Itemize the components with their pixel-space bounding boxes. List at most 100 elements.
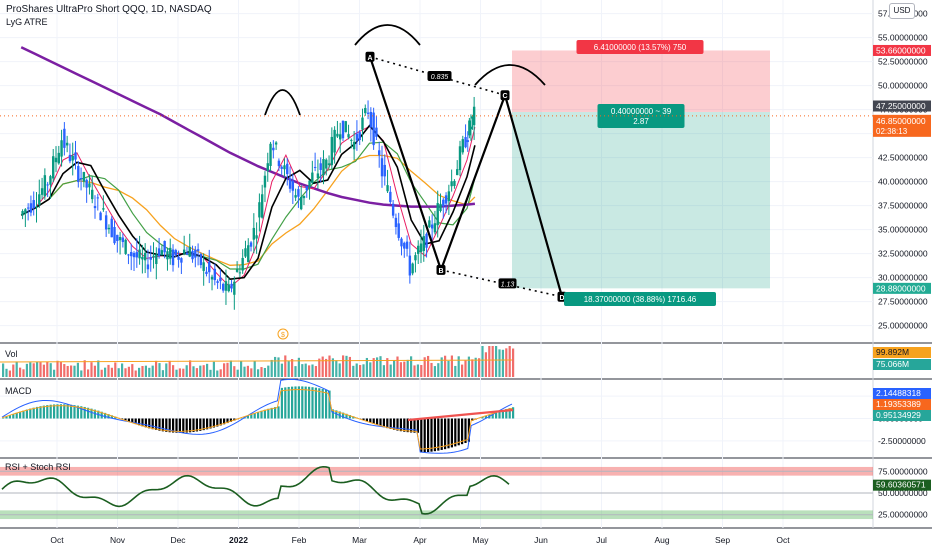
volume-bar xyxy=(196,368,198,377)
volume-bar xyxy=(274,357,276,377)
price-tick-3: 50.00000000 xyxy=(878,81,928,91)
volume-bar xyxy=(199,366,201,377)
volume-bar xyxy=(301,364,303,377)
macd-hist-bar xyxy=(427,419,429,453)
volume-bar xyxy=(233,366,235,377)
candle-body xyxy=(462,139,464,152)
candle-body xyxy=(230,284,232,289)
candle-body xyxy=(303,196,305,198)
candle-body xyxy=(456,169,458,175)
candle-body xyxy=(69,155,71,161)
macd-hist-bar xyxy=(148,419,150,429)
tag-last: 46.85000000 xyxy=(876,116,926,126)
volume-bar xyxy=(492,346,494,377)
candle-body xyxy=(400,239,402,247)
macd-hist-bar xyxy=(454,419,456,447)
candle-body xyxy=(189,247,191,257)
macd-hist-bar xyxy=(60,404,62,418)
volume-bar xyxy=(80,370,82,377)
volume-bar xyxy=(328,356,330,377)
macd-hist-bar xyxy=(430,419,432,452)
time-tick-8: Jun xyxy=(534,535,548,545)
candle-body xyxy=(378,150,380,155)
candle-body xyxy=(370,112,372,127)
macd-hist-bar xyxy=(26,410,28,419)
candle-body xyxy=(216,281,218,283)
volume-bar xyxy=(5,369,7,377)
volume-bar xyxy=(335,360,337,377)
macd-hist-bar xyxy=(305,387,307,419)
volume-bar xyxy=(260,367,262,377)
macd-hist-bar xyxy=(437,419,439,451)
volume-bar xyxy=(209,370,211,377)
volume-bar xyxy=(345,356,347,377)
candle-body xyxy=(464,137,466,147)
candle-body xyxy=(403,243,405,249)
macd-hist-bar xyxy=(36,407,38,419)
candle-body xyxy=(35,206,37,207)
candle-body xyxy=(473,107,475,125)
pattern-point-d: D xyxy=(559,295,564,302)
macd-label[interactable]: MACD xyxy=(5,386,32,396)
candle-body xyxy=(448,191,450,201)
rsi-label[interactable]: RSI + Stoch RSI xyxy=(5,462,71,472)
candle-body xyxy=(428,220,430,227)
candle-body xyxy=(191,251,193,259)
volume-bar xyxy=(318,359,320,377)
volume-bar xyxy=(107,365,109,377)
candle-body xyxy=(353,142,355,149)
candle-body xyxy=(122,237,124,242)
time-tick-7: May xyxy=(472,535,489,545)
currency-button[interactable]: USD xyxy=(889,3,915,19)
macd-hist-bar xyxy=(420,419,422,453)
macd-tag-0: 2.14488318 xyxy=(876,388,921,398)
candle-body xyxy=(420,243,422,252)
volume-bar xyxy=(39,362,41,377)
entry-label-line-0: 0.40000000 ~ 39 xyxy=(611,107,672,116)
volume-bar xyxy=(2,363,4,377)
candle-body xyxy=(347,134,349,137)
candle-body xyxy=(30,203,32,212)
reward-label-line-0: 18.37000000 (38.88%) 1716.46 xyxy=(584,295,697,304)
volume-bar xyxy=(471,359,473,377)
candle-body xyxy=(409,256,411,276)
volume-bar xyxy=(288,361,290,377)
volume-bar xyxy=(359,365,361,377)
macd-hist-bar xyxy=(325,390,327,419)
volume-bar xyxy=(121,363,123,377)
time-tick-2: Dec xyxy=(170,535,186,545)
volume-bar xyxy=(36,362,38,377)
candle-body xyxy=(222,284,224,291)
volume-label[interactable]: Vol xyxy=(5,349,18,359)
volume-bar xyxy=(206,364,208,377)
volume-bar xyxy=(138,368,140,377)
candle-body xyxy=(105,215,107,229)
volume-bar xyxy=(141,366,143,377)
ratio-ac: 0.835 xyxy=(431,74,449,81)
candle-body xyxy=(361,118,363,130)
volume-bar xyxy=(294,366,296,377)
volume-bar xyxy=(339,363,341,377)
volume-bar xyxy=(325,359,327,377)
vol-tag-1: 75.066M xyxy=(876,359,909,369)
candle-body xyxy=(208,262,210,272)
macd-hist-bar xyxy=(50,405,52,419)
candle-body xyxy=(49,176,51,185)
volume-bar xyxy=(19,368,21,377)
macd-hist-bar xyxy=(458,419,460,446)
candle-body xyxy=(177,257,179,260)
volume-bar xyxy=(291,359,293,377)
volume-bar xyxy=(29,362,31,377)
candle-body xyxy=(194,250,196,258)
volume-bar xyxy=(223,363,225,377)
indicator-label[interactable]: LyG ATRE xyxy=(6,17,48,27)
candle-body xyxy=(434,223,436,232)
candle-body xyxy=(38,194,40,205)
candle-body xyxy=(392,204,394,216)
symbol-title[interactable]: ProShares UltraPro Short QQQ, 1D, NASDAQ xyxy=(6,4,212,15)
candle-body xyxy=(364,108,366,113)
candle-body xyxy=(169,248,171,259)
time-tick-5: Mar xyxy=(352,535,367,545)
